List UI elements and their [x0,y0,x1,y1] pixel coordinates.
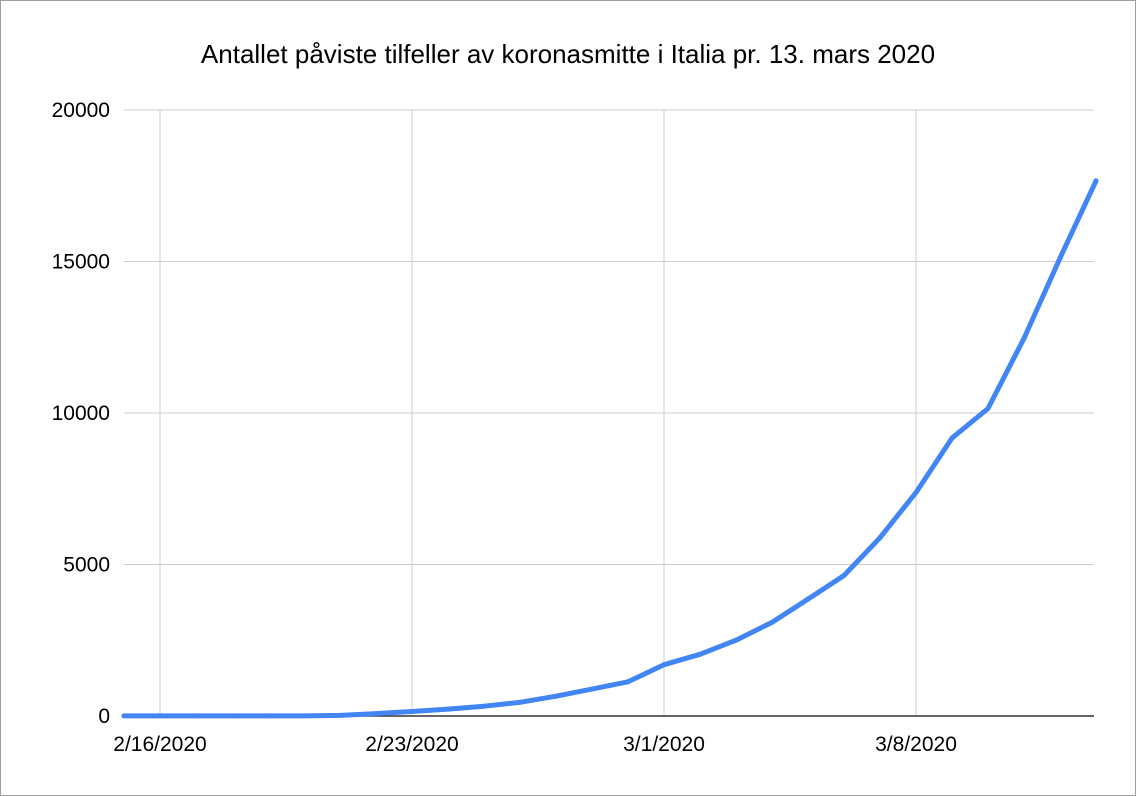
data-point [337,712,343,718]
data-point [1093,178,1099,184]
data-point [553,693,559,699]
y-tick-label: 15000 [52,251,110,274]
data-point [985,406,991,411]
data-point [805,596,811,602]
y-tick-label: 20000 [52,99,110,122]
x-tick-label: 3/1/2020 [623,733,705,756]
chart-title: Antallet påviste tilfeller av koronasmit… [201,39,935,69]
y-tick-label: 10000 [52,402,110,425]
y-axis-ticks: 0 5000 10000 15000 20000 [52,99,110,728]
data-point [661,662,667,668]
series-group [121,178,1099,719]
data-point [625,679,631,685]
y-tick-label: 0 [98,705,110,728]
data-point [949,435,955,441]
data-point [517,699,523,705]
data-point [877,535,883,541]
data-point [733,637,739,643]
x-axis-ticks: 2/16/2020 2/23/2020 3/1/2020 3/8/2020 [113,733,957,756]
data-point [265,713,271,719]
y-tick-label: 5000 [63,554,110,577]
series-line [121,178,1099,719]
data-point [229,713,235,719]
data-point [301,713,307,719]
data-point [841,573,847,578]
x-tick-label: 2/16/2020 [113,733,206,756]
data-point [193,713,199,719]
data-point [373,711,379,717]
data-point [409,709,415,714]
data-point [121,713,127,719]
data-point [157,713,163,719]
data-point [481,703,487,709]
data-point [1021,335,1027,341]
x-tick-label: 2/23/2020 [365,733,458,756]
data-point [1057,255,1063,261]
data-point [445,706,451,712]
data-point [769,619,775,625]
data-point [913,490,919,495]
gridlines [124,109,1094,716]
data-point [589,686,595,692]
x-tick-label: 3/8/2020 [875,733,957,756]
data-point [697,651,703,657]
